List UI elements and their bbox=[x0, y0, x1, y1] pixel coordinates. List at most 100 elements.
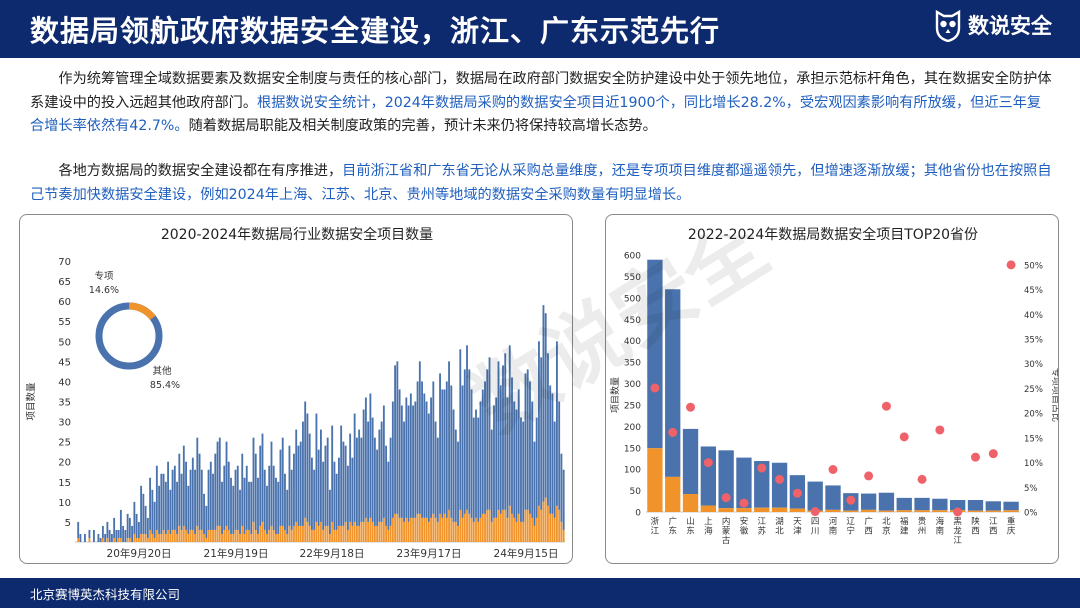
bar-special bbox=[427, 521, 430, 542]
bar-other bbox=[540, 357, 543, 510]
bar-special bbox=[216, 525, 219, 542]
bar-other bbox=[520, 417, 522, 522]
x-tick-label: 江苏 bbox=[758, 517, 767, 537]
bar-special bbox=[524, 509, 527, 542]
bar-other bbox=[155, 465, 158, 530]
bar-other bbox=[77, 521, 80, 538]
bar-special bbox=[430, 517, 432, 542]
bar-other bbox=[560, 453, 563, 522]
bar-special bbox=[317, 525, 320, 542]
bar-other bbox=[878, 492, 895, 511]
bar-special bbox=[252, 521, 255, 542]
bar-other bbox=[353, 413, 356, 522]
bar-special bbox=[119, 537, 122, 542]
bar-other bbox=[286, 489, 289, 534]
bar-other bbox=[122, 525, 125, 542]
paragraph-text: 各地方数据局的数据安全建设都在有序推进， bbox=[58, 163, 343, 179]
bar-other bbox=[860, 493, 877, 510]
bar-special bbox=[164, 533, 167, 542]
bar-special bbox=[234, 529, 237, 542]
bar-special bbox=[403, 521, 406, 542]
bar-special bbox=[227, 529, 230, 542]
bar-other bbox=[149, 477, 152, 530]
y-tick-label: 25 bbox=[58, 438, 71, 449]
bar-other bbox=[558, 401, 561, 510]
bar-special bbox=[486, 509, 489, 542]
bar-special bbox=[243, 533, 246, 542]
ratio-point bbox=[757, 463, 767, 473]
x-tick-label: 辽宁 bbox=[847, 517, 856, 537]
bar-special bbox=[522, 521, 525, 542]
bar-special bbox=[106, 537, 109, 542]
bar-special bbox=[495, 517, 498, 542]
bar-other bbox=[524, 373, 527, 510]
bar-special bbox=[239, 533, 241, 542]
bar-other bbox=[295, 429, 298, 522]
bar-special bbox=[542, 501, 545, 542]
bar-special bbox=[502, 509, 504, 542]
bar-special bbox=[371, 521, 374, 542]
bar-special bbox=[463, 513, 466, 542]
bar-special bbox=[295, 521, 298, 542]
bar-other bbox=[171, 469, 174, 530]
bar-other bbox=[79, 533, 82, 542]
bar-other bbox=[511, 377, 513, 514]
bar-other bbox=[212, 473, 214, 530]
bar-other bbox=[526, 369, 529, 510]
chart-title: 2022-2024年数据局数据安全项目TOP20省份 bbox=[688, 226, 978, 243]
bar-other bbox=[263, 469, 266, 530]
bar-special bbox=[340, 525, 343, 542]
bar-other bbox=[191, 457, 194, 530]
bar-special bbox=[281, 525, 284, 542]
bar-special bbox=[558, 509, 561, 542]
bar-special bbox=[466, 509, 468, 542]
bar-special bbox=[398, 517, 401, 542]
bar-other bbox=[967, 500, 984, 511]
y-tick-label: 5 bbox=[65, 518, 71, 529]
highlight-text: 根据数说安全统计，2024年数据局采购的数据安全项目近1900个，同比增长28.… bbox=[30, 94, 1042, 135]
bar-other bbox=[259, 445, 262, 526]
bar-other bbox=[299, 441, 302, 526]
x-tick-label: 江西 bbox=[989, 517, 998, 537]
bar-special bbox=[665, 476, 681, 512]
bar-other bbox=[409, 393, 412, 518]
ratio-point bbox=[828, 465, 838, 474]
bar-other bbox=[463, 369, 466, 514]
bar-other bbox=[178, 453, 181, 526]
bar-special bbox=[369, 517, 372, 542]
bar-special bbox=[203, 533, 205, 542]
bar-special bbox=[432, 513, 435, 542]
bar-other bbox=[376, 449, 379, 526]
y-tick-label: 50 bbox=[630, 487, 642, 497]
bar-other bbox=[466, 345, 468, 510]
bar-other bbox=[200, 469, 203, 530]
bar-other bbox=[398, 389, 401, 518]
x-tick-label: 24年9月15日 bbox=[494, 547, 559, 560]
bar-special bbox=[324, 525, 327, 542]
bar-special bbox=[461, 517, 464, 542]
bar-other bbox=[531, 401, 534, 518]
bar-special bbox=[1003, 510, 1019, 512]
bar-special bbox=[481, 513, 484, 542]
bar-special bbox=[88, 537, 91, 542]
bar-special bbox=[250, 533, 253, 542]
bar-other bbox=[355, 437, 358, 526]
bar-other bbox=[459, 349, 462, 510]
bar-special bbox=[162, 529, 165, 542]
bar-other bbox=[142, 493, 145, 534]
bar-other bbox=[164, 481, 167, 534]
bar-other bbox=[167, 461, 170, 530]
bar-special bbox=[236, 529, 239, 542]
y2-tick-label: 15% bbox=[1024, 434, 1043, 444]
bar-other bbox=[448, 361, 450, 510]
bar-other bbox=[245, 465, 248, 530]
bar-other bbox=[337, 457, 340, 526]
y-tick-label: 200 bbox=[624, 423, 641, 433]
bar-special bbox=[562, 529, 565, 542]
bar-special bbox=[299, 525, 302, 542]
bar-other bbox=[360, 437, 363, 522]
y-tick-label: 0 bbox=[635, 509, 641, 519]
bar-special bbox=[284, 529, 286, 542]
bar-other bbox=[306, 413, 309, 522]
bar-special bbox=[771, 507, 788, 512]
